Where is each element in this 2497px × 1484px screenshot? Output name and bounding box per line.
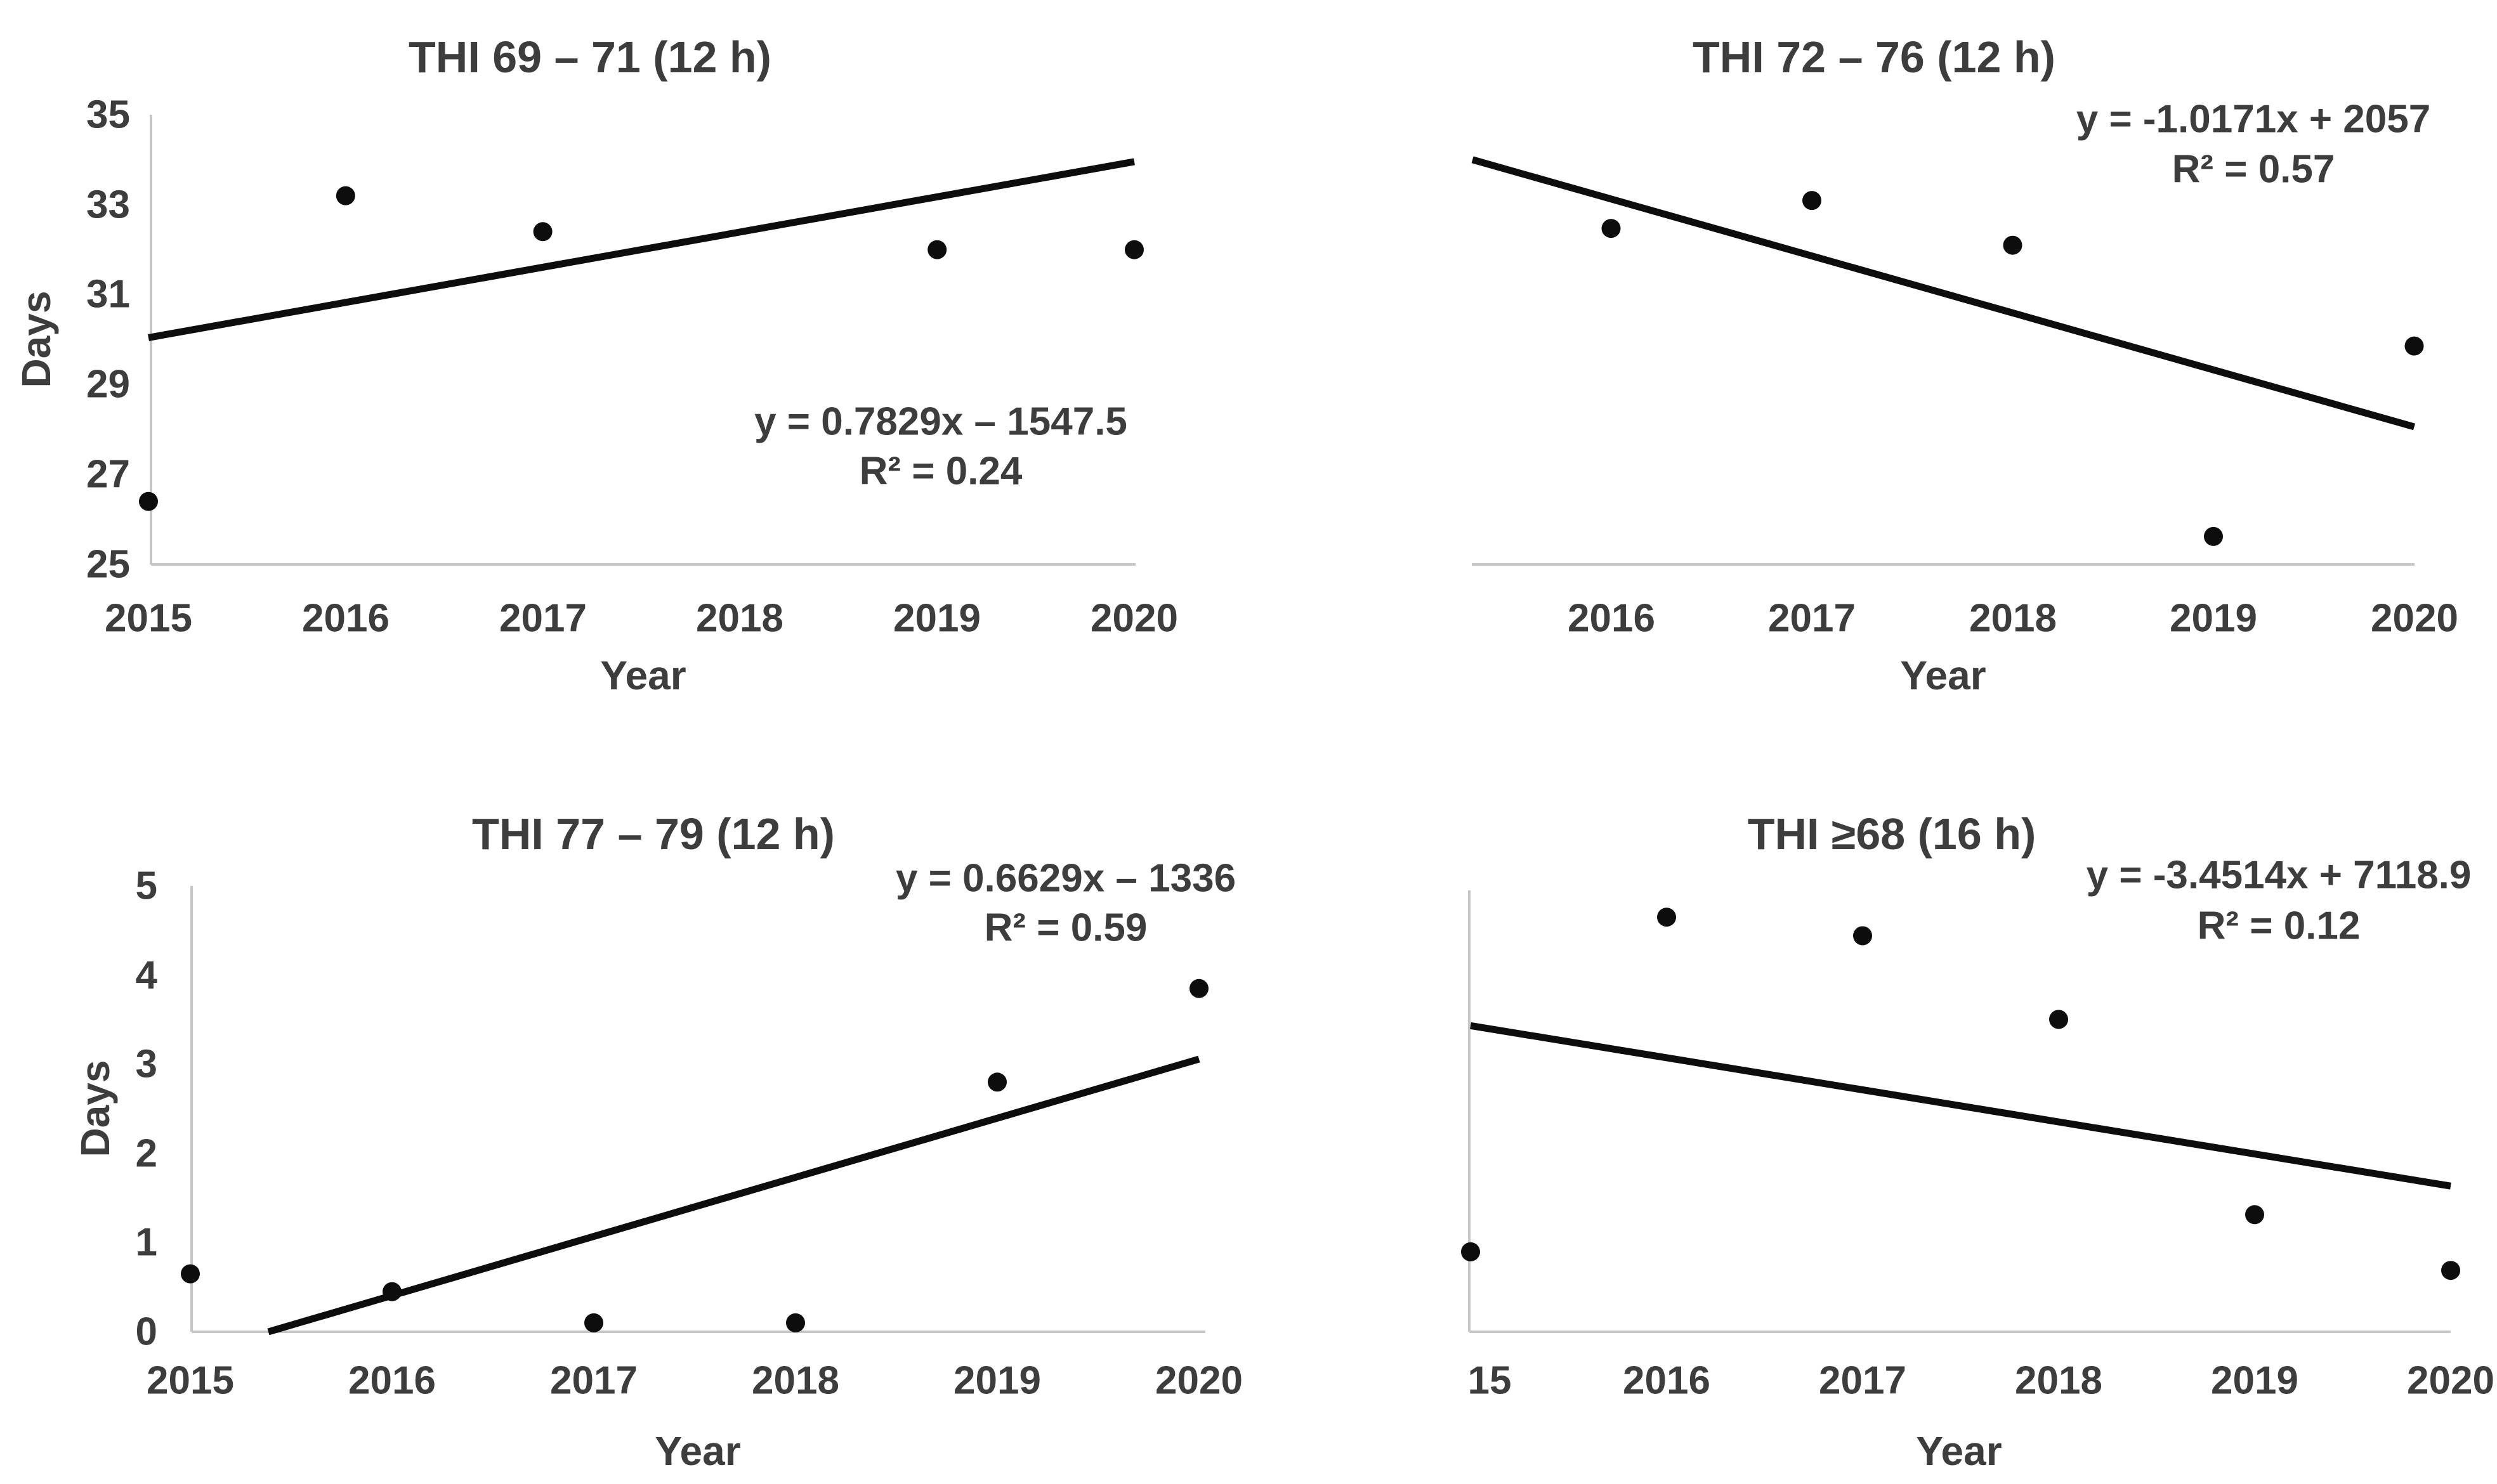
x-axis-title: Year	[655, 1428, 740, 1474]
y-tick-label: 1	[136, 1221, 157, 1265]
data-point	[181, 1264, 200, 1284]
data-point	[2003, 235, 2022, 255]
y-tick-label: 29	[86, 363, 130, 407]
panel-thi-77-79: THI 77 – 79 (12 h) 0 1 2 3 4 5 2015 2016…	[0, 742, 1248, 1484]
y-tick-label: 2	[136, 1132, 157, 1176]
x-tick-label: 2018	[696, 597, 783, 641]
scatter-points	[1601, 191, 2424, 546]
chart-title: THI ≥68 (16 h)	[1748, 809, 2036, 859]
x-tick-label: 2019	[954, 1359, 1041, 1403]
panel-thi-ge68: THI ≥68 (16 h) 15 2016 2017 2018 2019 20…	[1248, 742, 2497, 1484]
y-tick-label: 33	[86, 183, 130, 227]
x-tick-label: 2017	[499, 597, 587, 641]
r-squared-label: R² = 0.59	[985, 906, 1148, 950]
data-point	[988, 1072, 1007, 1092]
data-point	[2441, 1261, 2460, 1280]
x-tick-label: 2017	[1768, 597, 1856, 641]
y-tick-label: 27	[86, 453, 130, 497]
data-point	[2204, 526, 2223, 546]
y-tick-label: 35	[86, 93, 130, 137]
trend-equation: y = -3.4514x + 7118.9	[2087, 854, 2472, 897]
plot-thi-ge68: THI ≥68 (16 h) 15 2016 2017 2018 2019 20…	[1461, 809, 2494, 1474]
trendline	[1470, 1022, 2451, 1190]
x-axis-title: Year	[1900, 653, 1986, 698]
data-point	[927, 240, 947, 259]
panel-thi-72-76: THI 72 – 76 (12 h) 2016 2017 2018 2019 2…	[1248, 0, 2497, 742]
y-tick-label: 5	[136, 864, 157, 908]
data-point	[2245, 1205, 2264, 1225]
x-tick-label: 2020	[2407, 1359, 2494, 1403]
x-tick-label: 2020	[2371, 597, 2458, 641]
x-tick-label: 2017	[1819, 1359, 1906, 1403]
data-point	[2404, 336, 2424, 356]
data-point	[2049, 1010, 2068, 1029]
x-tick-label: 2018	[752, 1359, 839, 1403]
x-tick-label: 2018	[2015, 1359, 2102, 1403]
plot-thi-77-79: THI 77 – 79 (12 h) 0 1 2 3 4 5 2015 2016…	[72, 809, 1243, 1474]
data-point	[139, 491, 158, 511]
trendline	[1471, 156, 2416, 431]
x-tick-label: 2016	[348, 1359, 436, 1403]
chart-title: THI 69 – 71 (12 h)	[409, 32, 771, 82]
x-tick-label: 2019	[893, 597, 981, 641]
x-tick-label: 2017	[550, 1359, 638, 1403]
data-point	[786, 1313, 805, 1332]
data-point	[1853, 926, 1872, 946]
trend-equation: y = 0.6629x – 1336	[896, 857, 1236, 901]
data-point	[336, 186, 355, 205]
data-point	[1461, 1242, 1480, 1261]
x-tick-label: 2020	[1155, 1359, 1243, 1403]
y-axis-title: Days	[13, 291, 59, 388]
trendline	[267, 1055, 1200, 1336]
x-tick-label: 2020	[1091, 597, 1178, 641]
x-tick-label: 2018	[1969, 597, 2057, 641]
data-point	[1125, 240, 1144, 259]
data-point	[383, 1282, 402, 1301]
plot-thi-69-71: THI 69 – 71 (12 h) 25 27 29 31 33 35 201…	[13, 32, 1178, 698]
y-axis-title: Days	[72, 1060, 118, 1157]
scatter-points	[139, 186, 1144, 511]
scatter-points	[1461, 908, 2460, 1280]
x-axis-title: Year	[600, 653, 686, 698]
trendline	[148, 158, 1135, 341]
x-tick-label: 2019	[2170, 597, 2257, 641]
x-tick-label: 15	[1468, 1359, 1512, 1403]
x-tick-label: 2016	[302, 597, 390, 641]
y-tick-label: 25	[86, 543, 130, 587]
trend-equation: y = -1.0171x + 2057	[2076, 98, 2430, 141]
x-tick-label: 2016	[1568, 597, 1655, 641]
r-squared-label: R² = 0.12	[2198, 904, 2361, 948]
data-point	[1190, 979, 1209, 998]
trend-equation: y = 0.7829x – 1547.5	[754, 400, 1127, 444]
x-axis-title: Year	[1916, 1428, 2002, 1474]
x-tick-label: 2019	[2211, 1359, 2298, 1403]
x-tick-label: 2015	[105, 597, 192, 641]
scatter-points	[181, 979, 1209, 1332]
y-tick-label: 4	[136, 954, 158, 998]
data-point	[1657, 908, 1676, 927]
r-squared-label: R² = 0.57	[2172, 148, 2335, 192]
x-tick-label: 2016	[1623, 1359, 1710, 1403]
y-tick-label: 0	[136, 1310, 157, 1354]
panel-thi-69-71: THI 69 – 71 (12 h) 25 27 29 31 33 35 201…	[0, 0, 1248, 742]
chart-title: THI 77 – 79 (12 h)	[472, 809, 835, 859]
r-squared-label: R² = 0.24	[860, 450, 1023, 493]
plot-thi-72-76: THI 72 – 76 (12 h) 2016 2017 2018 2019 2…	[1471, 32, 2458, 698]
y-tick-label: 3	[136, 1043, 157, 1086]
data-point	[533, 222, 553, 242]
chart-title: THI 72 – 76 (12 h)	[1693, 32, 2055, 82]
data-point	[1601, 219, 1621, 238]
data-point	[1802, 191, 1821, 211]
data-point	[584, 1313, 603, 1332]
y-tick-label: 31	[86, 273, 130, 316]
x-tick-label: 2015	[147, 1359, 234, 1403]
